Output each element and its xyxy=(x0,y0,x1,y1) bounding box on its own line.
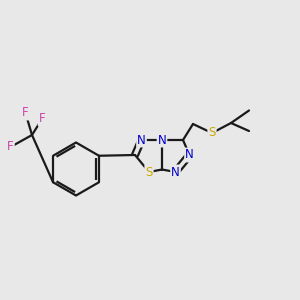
Text: F: F xyxy=(39,112,45,125)
Text: F: F xyxy=(7,140,14,154)
Text: S: S xyxy=(208,127,216,140)
Text: N: N xyxy=(171,166,180,178)
Text: N: N xyxy=(185,148,194,161)
Text: N: N xyxy=(158,134,166,146)
Text: N: N xyxy=(137,134,146,146)
Text: S: S xyxy=(145,166,153,178)
Text: F: F xyxy=(22,106,29,119)
